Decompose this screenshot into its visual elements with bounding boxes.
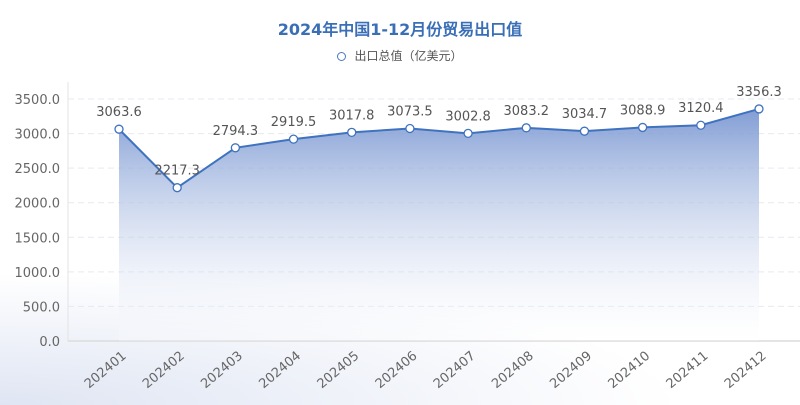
x-tick-label: 202405 — [315, 349, 363, 392]
x-tick-label: 202408 — [489, 349, 537, 392]
data-point — [347, 127, 357, 137]
y-tick-label: 3500.0 — [15, 93, 61, 108]
y-tick-label: 2500.0 — [15, 162, 61, 177]
series-line — [118, 107, 760, 189]
chart-title: 2024年中国1-12月份贸易出口值 — [277, 20, 523, 39]
data-label: 2794.3 — [213, 124, 259, 139]
data-label: 2217.3 — [154, 164, 200, 179]
data-point — [463, 128, 473, 139]
data-point — [637, 122, 648, 133]
data-point — [579, 126, 590, 136]
x-tick-label: 202406 — [373, 349, 421, 392]
data-point — [288, 134, 299, 144]
x-tick-label: 202410 — [606, 349, 654, 392]
y-tick-label: 2000.0 — [15, 197, 61, 212]
y-tick-label: 3000.0 — [15, 128, 61, 143]
legend-label: 出口总值（亿美元） — [354, 49, 463, 63]
x-tick-label: 202407 — [431, 349, 479, 392]
data-point — [114, 124, 124, 134]
data-label: 3063.6 — [96, 105, 142, 120]
data-point — [754, 104, 764, 114]
data-label: 3120.4 — [678, 101, 724, 116]
area-fill — [119, 108, 759, 342]
x-tick-label: 202411 — [664, 349, 712, 392]
y-tick-label: 500.0 — [23, 300, 60, 315]
data-point — [521, 123, 531, 133]
data-label: 3088.9 — [620, 103, 666, 118]
legend[interactable]: 出口总值（亿美元） — [0, 47, 800, 64]
x-tick-label: 202403 — [198, 349, 246, 392]
data-label: 3073.5 — [387, 104, 433, 119]
y-tick-label: 0.0 — [39, 335, 60, 350]
x-tick-label: 202402 — [140, 349, 188, 392]
x-tick-label: 202409 — [547, 349, 595, 392]
x-tick-label: 202412 — [722, 349, 770, 392]
data-label: 3017.8 — [329, 108, 375, 123]
x-tick-label: 202404 — [256, 349, 304, 392]
data-point — [172, 183, 182, 193]
data-label: 3034.7 — [562, 107, 608, 122]
x-tick-label: 202401 — [82, 349, 130, 392]
y-tick-label: 1000.0 — [15, 266, 61, 281]
legend-marker-icon — [337, 52, 347, 61]
data-label: 3083.2 — [504, 104, 550, 119]
data-label: 3002.8 — [445, 109, 491, 124]
y-tick-label: 1500.0 — [15, 231, 61, 246]
data-label: 2919.5 — [271, 115, 317, 130]
data-point — [696, 120, 706, 130]
data-label: 3356.3 — [736, 85, 782, 100]
data-point — [405, 123, 415, 134]
data-point — [230, 143, 241, 153]
